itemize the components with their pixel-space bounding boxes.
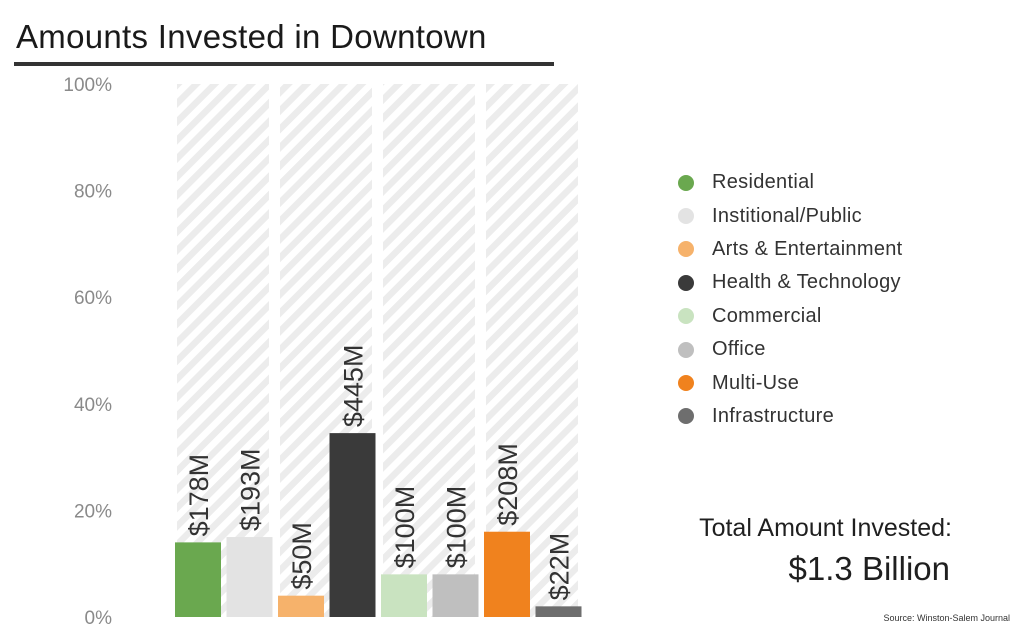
bar-data-label: $22M bbox=[545, 533, 575, 601]
bar bbox=[175, 542, 221, 617]
bar bbox=[535, 606, 582, 617]
legend-swatch bbox=[678, 308, 694, 325]
background-column bbox=[383, 84, 475, 617]
legend-label: Infrastructure bbox=[712, 404, 835, 427]
y-tick-label: 0% bbox=[85, 608, 113, 629]
bar-data-label: $193M bbox=[236, 448, 266, 531]
legend-swatch bbox=[678, 274, 694, 291]
bar-chart: 0% 20% 40% 60% 80% 100% $178M $193M $50M $445M $1… bbox=[63, 75, 582, 629]
y-tick-label: 60% bbox=[74, 288, 112, 309]
legend-swatch bbox=[678, 241, 694, 258]
legend-item-multi-use: Multi-Use bbox=[678, 366, 903, 399]
legend-item-institutional-public: Institional/Public bbox=[678, 199, 903, 232]
total-label: Total Amount Invested: bbox=[699, 514, 952, 542]
legend-swatch bbox=[678, 341, 694, 358]
bar-data-label: $100M bbox=[442, 486, 472, 569]
bar-data-label: $178M bbox=[184, 454, 214, 537]
legend-swatch bbox=[678, 208, 694, 225]
bar bbox=[278, 595, 324, 617]
legend-label: Health & Technology bbox=[712, 271, 901, 294]
title-underline bbox=[14, 62, 554, 66]
legend-item-residential: Residential bbox=[678, 166, 903, 199]
bar-data-label: $208M bbox=[493, 443, 523, 526]
legend-item-arts-entertainment: Arts & Entertainment bbox=[678, 233, 903, 266]
legend-label: Arts & Entertainment bbox=[712, 237, 903, 260]
bar bbox=[329, 433, 376, 617]
bar bbox=[432, 574, 479, 617]
y-tick-label: 80% bbox=[74, 182, 112, 203]
bar bbox=[484, 531, 530, 617]
legend-item-commercial: Commercial bbox=[678, 300, 903, 333]
y-tick-label: 100% bbox=[63, 75, 112, 96]
source-note: Source: Winston-Salem Journal bbox=[883, 613, 1010, 623]
bar bbox=[381, 574, 427, 617]
legend-label: Institional/Public bbox=[712, 204, 862, 227]
legend-label: Commercial bbox=[712, 304, 822, 327]
legend-swatch bbox=[678, 375, 694, 392]
total-value: $1.3 Billion bbox=[788, 550, 950, 587]
legend-label: Residential bbox=[712, 171, 815, 194]
legend-swatch bbox=[678, 408, 694, 425]
background-column bbox=[177, 84, 269, 617]
bar-data-label: $50M bbox=[287, 522, 317, 590]
y-tick-label: 20% bbox=[74, 501, 112, 522]
y-tick-label: 40% bbox=[74, 395, 112, 416]
bar bbox=[226, 537, 273, 617]
chart-title: Amounts Invested in Downtown bbox=[16, 18, 487, 55]
legend-item-office: Office bbox=[678, 333, 903, 366]
legend-label: Multi-Use bbox=[712, 371, 800, 394]
legend: Residential Institional/Public Arts & En… bbox=[678, 166, 903, 433]
legend-label: Office bbox=[712, 338, 766, 361]
bar-data-label: $445M bbox=[339, 345, 369, 428]
bar-data-label: $100M bbox=[390, 486, 420, 569]
background-column bbox=[486, 84, 578, 617]
legend-swatch bbox=[678, 174, 694, 191]
legend-item-health-technology: Health & Technology bbox=[678, 266, 903, 299]
legend-item-infrastructure: Infrastructure bbox=[678, 400, 903, 433]
